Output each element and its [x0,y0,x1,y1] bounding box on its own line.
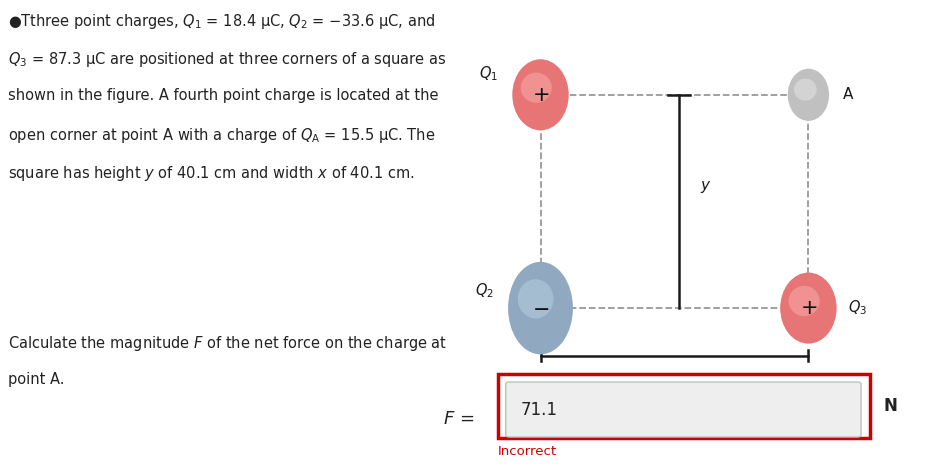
Text: $+$: $+$ [532,85,549,105]
Text: open corner at point A with a charge of $Q_\mathrm{A}$ = 15.5 μC. The: open corner at point A with a charge of … [8,126,435,145]
Ellipse shape [518,279,554,319]
Text: Incorrect: Incorrect [498,445,557,457]
Text: N: N [884,397,898,415]
Text: $-$: $-$ [532,298,549,318]
Text: $F$ =: $F$ = [444,410,475,428]
Text: point A.: point A. [8,372,64,387]
Text: square has height $y$ of 40.1 cm and width $x$ of 40.1 cm.: square has height $y$ of 40.1 cm and wid… [8,164,415,182]
Text: shown in the figure. A fourth point charge is located at the: shown in the figure. A fourth point char… [8,88,438,103]
Ellipse shape [780,273,837,344]
Text: $+$: $+$ [800,298,817,318]
Ellipse shape [794,79,817,100]
Text: 71.1: 71.1 [521,401,557,419]
Text: A: A [843,87,854,102]
Text: ●Tthree point charges, $Q_1$ = 18.4 μC, $Q_2$ = −33.6 μC, and: ●Tthree point charges, $Q_1$ = 18.4 μC, … [8,12,435,31]
Text: $Q_1$: $Q_1$ [479,64,498,83]
Ellipse shape [788,69,829,121]
Text: $Q_2$: $Q_2$ [475,281,494,300]
FancyBboxPatch shape [506,382,861,437]
Ellipse shape [512,59,569,130]
Text: Calculate the magnitude $F$ of the net force on the charge at: Calculate the magnitude $F$ of the net f… [8,334,446,353]
Text: $Q_3$: $Q_3$ [848,299,867,318]
Text: $x$: $x$ [668,370,681,385]
Ellipse shape [789,286,820,316]
Text: $Q_3$ = 87.3 μC are positioned at three corners of a square as: $Q_3$ = 87.3 μC are positioned at three … [8,50,446,69]
Text: $y$: $y$ [699,179,712,195]
Ellipse shape [521,73,552,103]
FancyBboxPatch shape [498,374,870,438]
Ellipse shape [508,262,572,355]
